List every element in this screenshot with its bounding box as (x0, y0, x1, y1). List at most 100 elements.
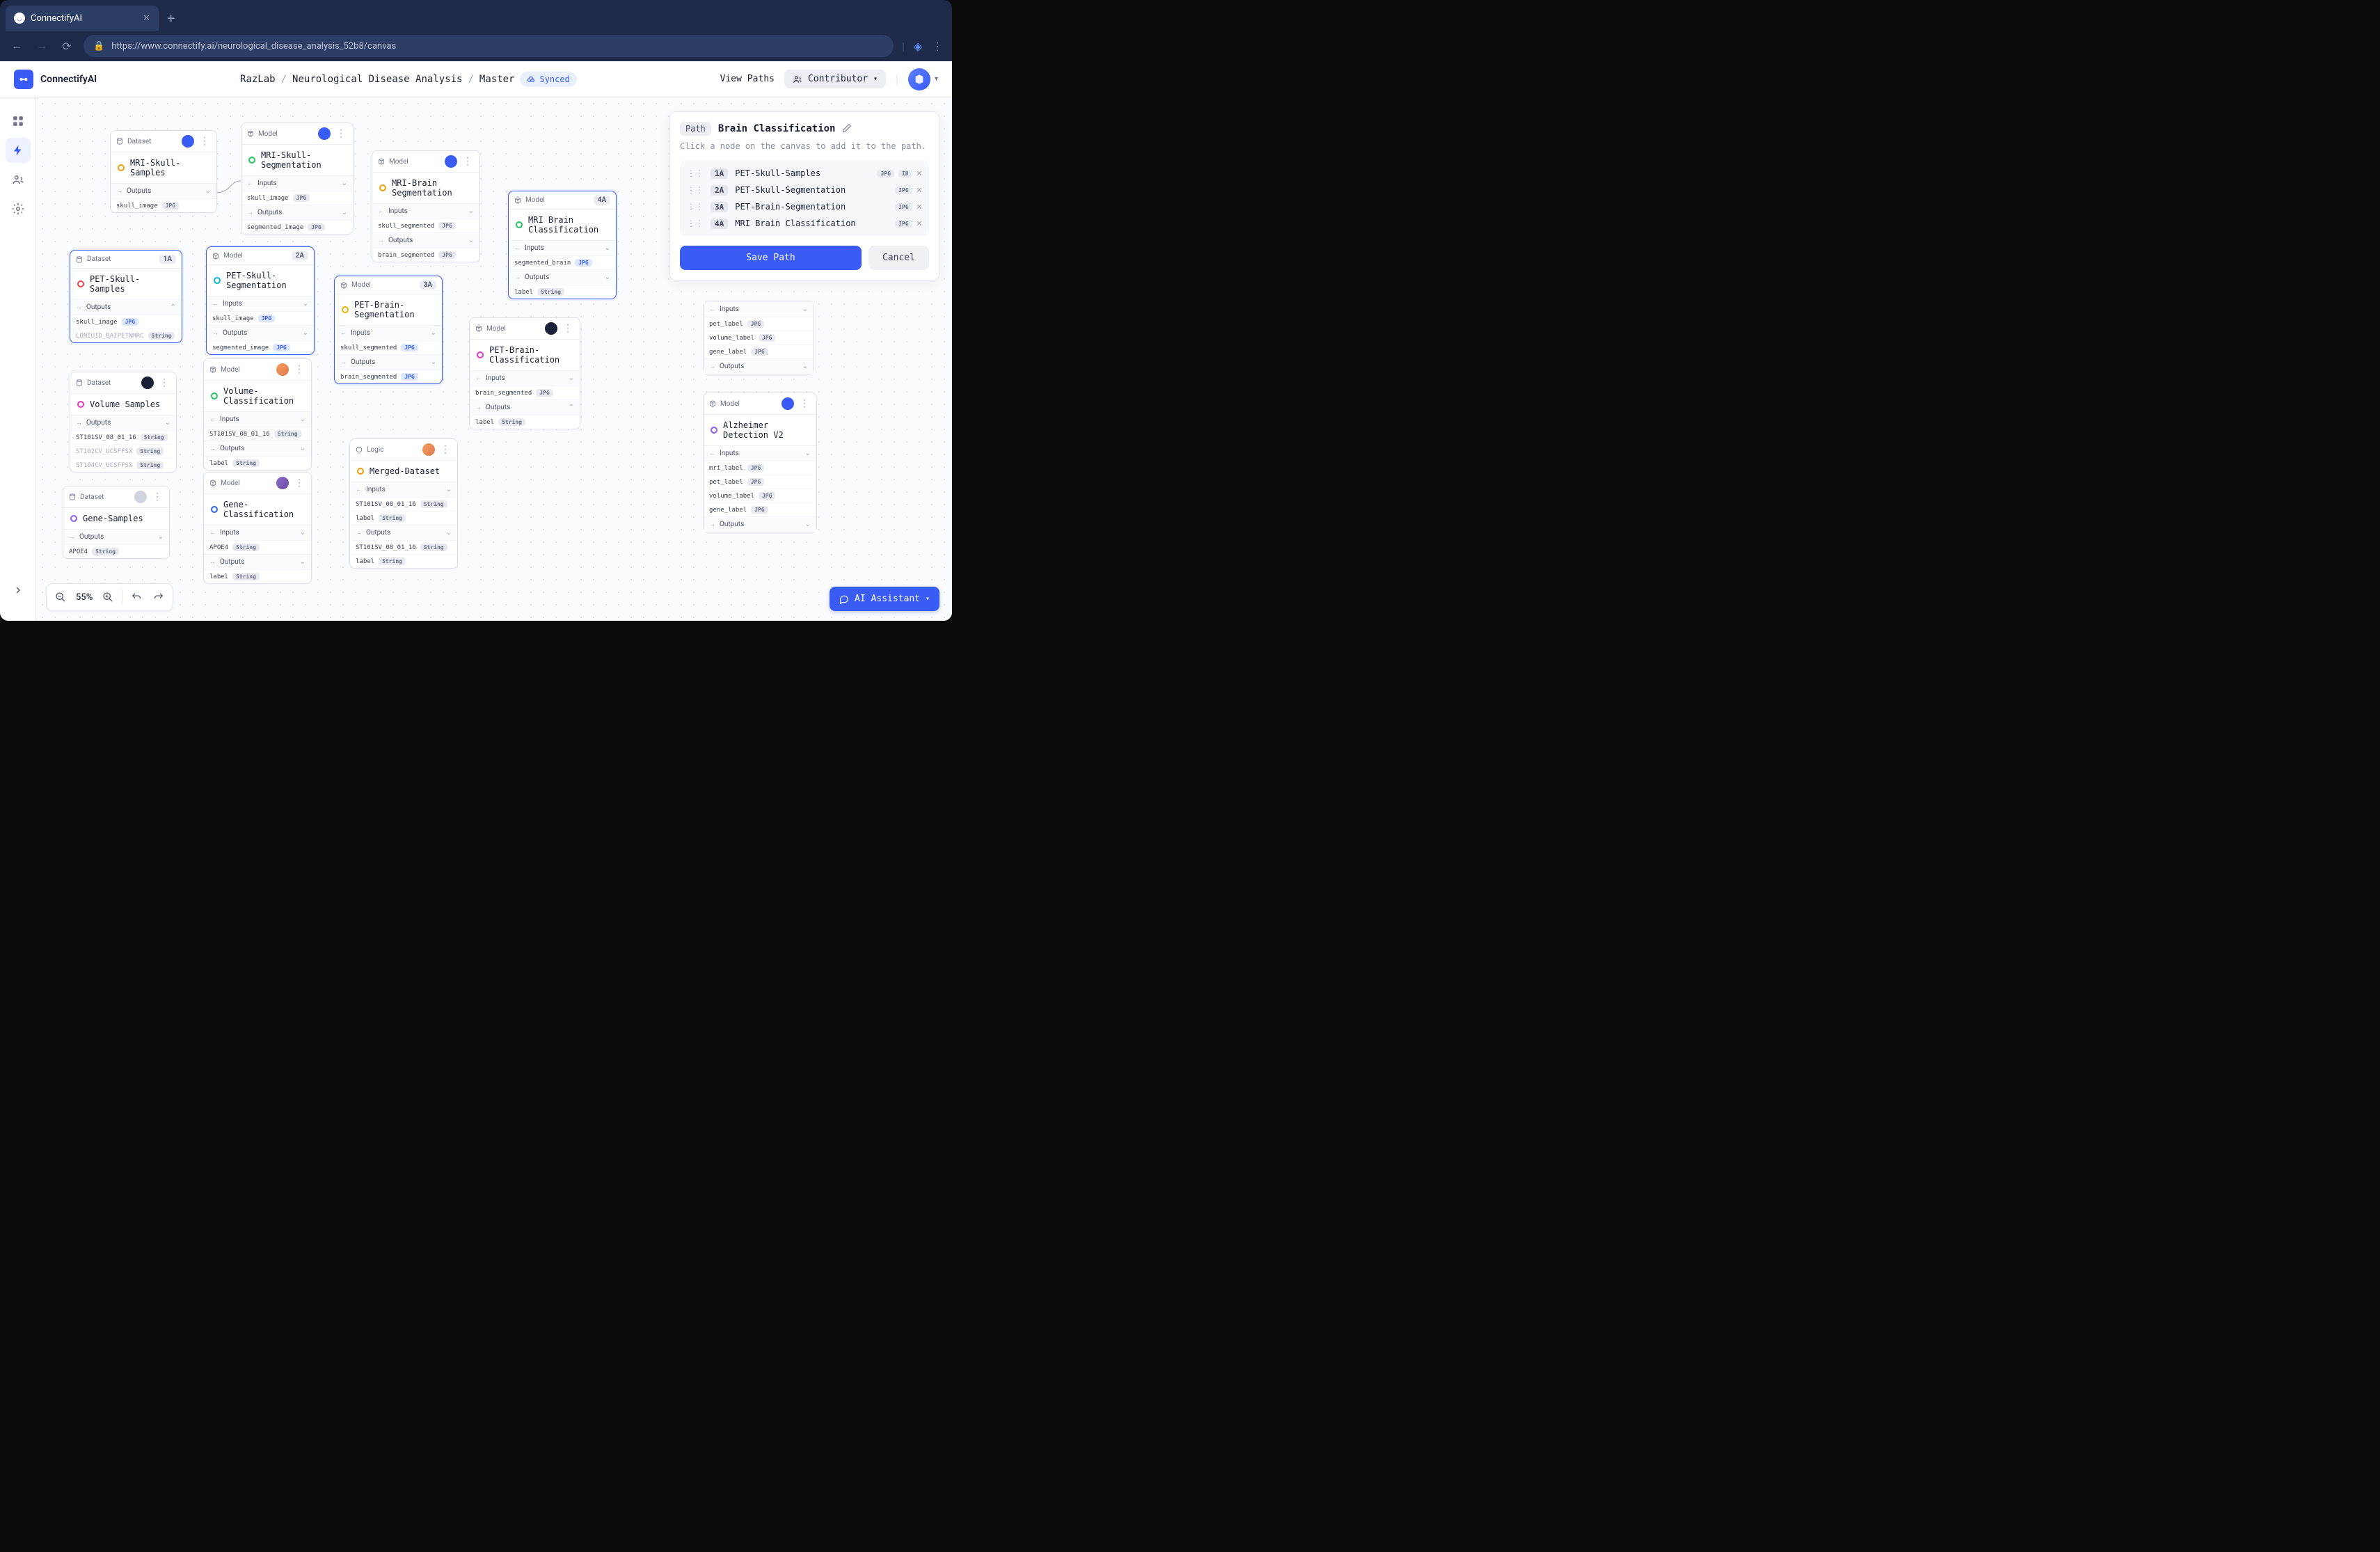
node-menu-icon[interactable]: ⋮ (562, 324, 574, 333)
remove-icon[interactable]: ✕ (917, 201, 922, 212)
inputs-toggle[interactable]: ←Inputs⌄ (372, 203, 479, 219)
inputs-toggle[interactable]: ←Inputs⌄ (509, 240, 616, 255)
path-item[interactable]: ⋮⋮ 2A PET-Skull-Segmentation JPG✕ (687, 184, 922, 196)
ai-assistant-button[interactable]: AI Assistant ▾ (830, 587, 939, 611)
inputs-toggle[interactable]: ←Inputs⌄ (470, 370, 580, 386)
node-gene-samples[interactable]: Dataset⋮ Gene-Samples →Outputs⌄ APOE4Str… (63, 486, 170, 559)
tab-title: ConnectifyAI (31, 13, 82, 24)
zoom-in-icon[interactable] (97, 586, 119, 608)
inputs-toggle[interactable]: ←Inputs⌄ (704, 445, 816, 461)
node-menu-icon[interactable]: ⋮ (293, 478, 306, 488)
inputs-toggle[interactable]: ←Inputs⌄ (207, 296, 314, 311)
outputs-toggle[interactable]: →Outputs⌃ (470, 399, 580, 415)
node-menu-icon[interactable]: ⋮ (439, 445, 452, 454)
outputs-toggle[interactable]: →Outputs⌄ (63, 529, 169, 544)
node-volume-samples[interactable]: Dataset⋮ Volume Samples →Outputs⌄ ST101S… (70, 372, 177, 473)
close-tab-icon[interactable]: ✕ (143, 13, 150, 24)
rail-canvas-icon[interactable] (6, 138, 31, 163)
outputs-toggle[interactable]: →Outputs⌄ (204, 554, 311, 569)
role-selector[interactable]: Contributor ▾ (784, 70, 886, 88)
output-field: ST102CV_UCSFFSXString (70, 444, 176, 458)
outputs-toggle[interactable]: →Outputs⌃ (70, 299, 182, 315)
input-field: APOE4String (204, 540, 311, 554)
reload-icon[interactable]: ⟳ (58, 38, 75, 54)
node-mri-brain-segmentation[interactable]: Model⋮ MRI-Brain Segmentation ←Inputs⌄ s… (372, 150, 480, 262)
breadcrumb-project[interactable]: Neurological Disease Analysis (292, 74, 462, 85)
breadcrumb-branch[interactable]: Master (479, 74, 515, 85)
cube-icon (209, 366, 216, 373)
outputs-toggle[interactable]: →Outputs⌄ (70, 415, 176, 430)
step-tag: 4A (711, 219, 728, 229)
brand[interactable]: ConnectifyAI (14, 70, 97, 89)
browser-menu-icon[interactable]: ⋮ (931, 40, 944, 52)
rail-expand-icon[interactable] (6, 578, 31, 603)
node-menu-icon[interactable]: ⋮ (798, 399, 811, 409)
inputs-toggle[interactable]: ←Inputs⌄ (204, 411, 311, 427)
drag-handle-icon[interactable]: ⋮⋮ (687, 202, 704, 212)
zoom-out-icon[interactable] (49, 586, 72, 608)
outputs-toggle[interactable]: →Outputs⌄ (509, 269, 616, 285)
node-pet-skull-segmentation[interactable]: Model2A PET-Skull-Segmentation ←Inputs⌄ … (206, 246, 315, 355)
outputs-toggle[interactable]: →Outputs⌄ (350, 525, 457, 540)
node-combined-model[interactable]: ←Inputs⌄ pet_labelJPG volume_labelJPG ge… (703, 301, 814, 374)
path-item[interactable]: ⋮⋮ 3A PET-Brain-Segmentation JPG✕ (687, 201, 922, 212)
drag-handle-icon[interactable]: ⋮⋮ (687, 219, 704, 228)
undo-icon[interactable] (125, 586, 148, 608)
outputs-toggle[interactable]: →Outputs⌄ (335, 354, 442, 370)
breadcrumb-org[interactable]: RazLab (240, 74, 276, 85)
inputs-toggle[interactable]: ←Inputs⌄ (204, 525, 311, 540)
outputs-toggle[interactable]: →Outputs⌄ (704, 516, 816, 532)
rail-team-icon[interactable] (6, 167, 31, 192)
inputs-toggle[interactable]: ←Inputs⌄ (335, 325, 442, 340)
node-mri-brain-classification[interactable]: Model4A MRI Brain Classification ←Inputs… (508, 191, 617, 299)
node-pet-brain-classification[interactable]: Model⋮ PET-Brain-Classification ←Inputs⌄… (469, 317, 580, 429)
rail-dashboard-icon[interactable] (6, 109, 31, 134)
save-path-button[interactable]: Save Path (680, 246, 862, 270)
node-gene-classification[interactable]: Model⋮ Gene-Classification ←Inputs⌄ APOE… (203, 472, 312, 584)
back-icon[interactable]: ← (8, 38, 25, 54)
view-paths-button[interactable]: View Paths (720, 74, 775, 84)
outputs-toggle[interactable]: →Outputs⌄ (241, 205, 353, 220)
url-input[interactable]: 🔒 https://www.connectify.ai/neurological… (84, 35, 894, 57)
outputs-toggle[interactable]: →Outputs⌄ (704, 358, 814, 374)
node-alzheimer-detection[interactable]: Model⋮ Alzheimer Detection V2 ←Inputs⌄ m… (703, 393, 817, 532)
path-item[interactable]: ⋮⋮ 1A PET-Skull-Samples JPGID✕ (687, 168, 922, 179)
node-menu-icon[interactable]: ⋮ (158, 378, 170, 388)
cancel-button[interactable]: Cancel (868, 246, 929, 270)
node-menu-icon[interactable]: ⋮ (461, 157, 474, 166)
outputs-toggle[interactable]: →Outputs⌄ (204, 441, 311, 456)
node-pet-brain-segmentation[interactable]: Model3A PET-Brain-Segmentation ←Inputs⌄ … (334, 276, 443, 384)
node-volume-classification[interactable]: Model⋮ Volume-Classification ←Inputs⌄ ST… (203, 358, 312, 470)
node-menu-icon[interactable]: ⋮ (198, 136, 211, 146)
node-pet-skull-samples[interactable]: Dataset1A PET-Skull-Samples →Outputs⌃ sk… (70, 250, 182, 343)
inputs-toggle[interactable]: ←Inputs⌄ (241, 175, 353, 191)
extension-icon[interactable]: ◈ (912, 40, 924, 52)
node-menu-icon[interactable]: ⋮ (335, 129, 347, 138)
drag-handle-icon[interactable]: ⋮⋮ (687, 185, 704, 195)
node-mri-skull-samples[interactable]: Dataset ⋮ MRI-Skull-Samples →Outputs⌄ sk… (110, 130, 217, 213)
node-menu-icon[interactable]: ⋮ (293, 365, 306, 374)
remove-icon[interactable]: ✕ (917, 218, 922, 229)
rail-settings-icon[interactable] (6, 196, 31, 221)
outputs-toggle[interactable]: →Outputs⌄ (372, 232, 479, 248)
new-tab-button[interactable]: + (159, 6, 183, 31)
forward-icon[interactable]: → (33, 38, 50, 54)
edit-icon[interactable] (842, 122, 852, 136)
cube-icon (209, 480, 216, 486)
step-tag: 4A (594, 196, 610, 205)
outputs-toggle[interactable]: →Outputs⌄ (111, 183, 216, 198)
user-menu[interactable]: ▾ (908, 68, 938, 90)
path-item[interactable]: ⋮⋮ 4A MRI Brain Classification JPG✕ (687, 218, 922, 229)
drag-handle-icon[interactable]: ⋮⋮ (687, 168, 704, 178)
node-mri-skull-segmentation[interactable]: Model⋮ MRI-Skull-Segmentation ←Inputs⌄ s… (241, 122, 354, 235)
inputs-toggle[interactable]: ←Inputs⌄ (350, 482, 457, 497)
browser-tab[interactable]: ◡ ConnectifyAI ✕ (6, 6, 159, 31)
remove-icon[interactable]: ✕ (917, 168, 922, 179)
inputs-toggle[interactable]: ←Inputs⌄ (704, 301, 814, 317)
canvas[interactable]: Dataset ⋮ MRI-Skull-Samples →Outputs⌄ sk… (36, 97, 952, 621)
outputs-toggle[interactable]: →Outputs⌄ (207, 325, 314, 340)
node-merged-dataset[interactable]: Logic⋮ Merged-Dataset ←Inputs⌄ ST101SV_0… (349, 438, 458, 569)
remove-icon[interactable]: ✕ (917, 184, 922, 196)
node-menu-icon[interactable]: ⋮ (151, 492, 164, 502)
redo-icon[interactable] (148, 586, 170, 608)
